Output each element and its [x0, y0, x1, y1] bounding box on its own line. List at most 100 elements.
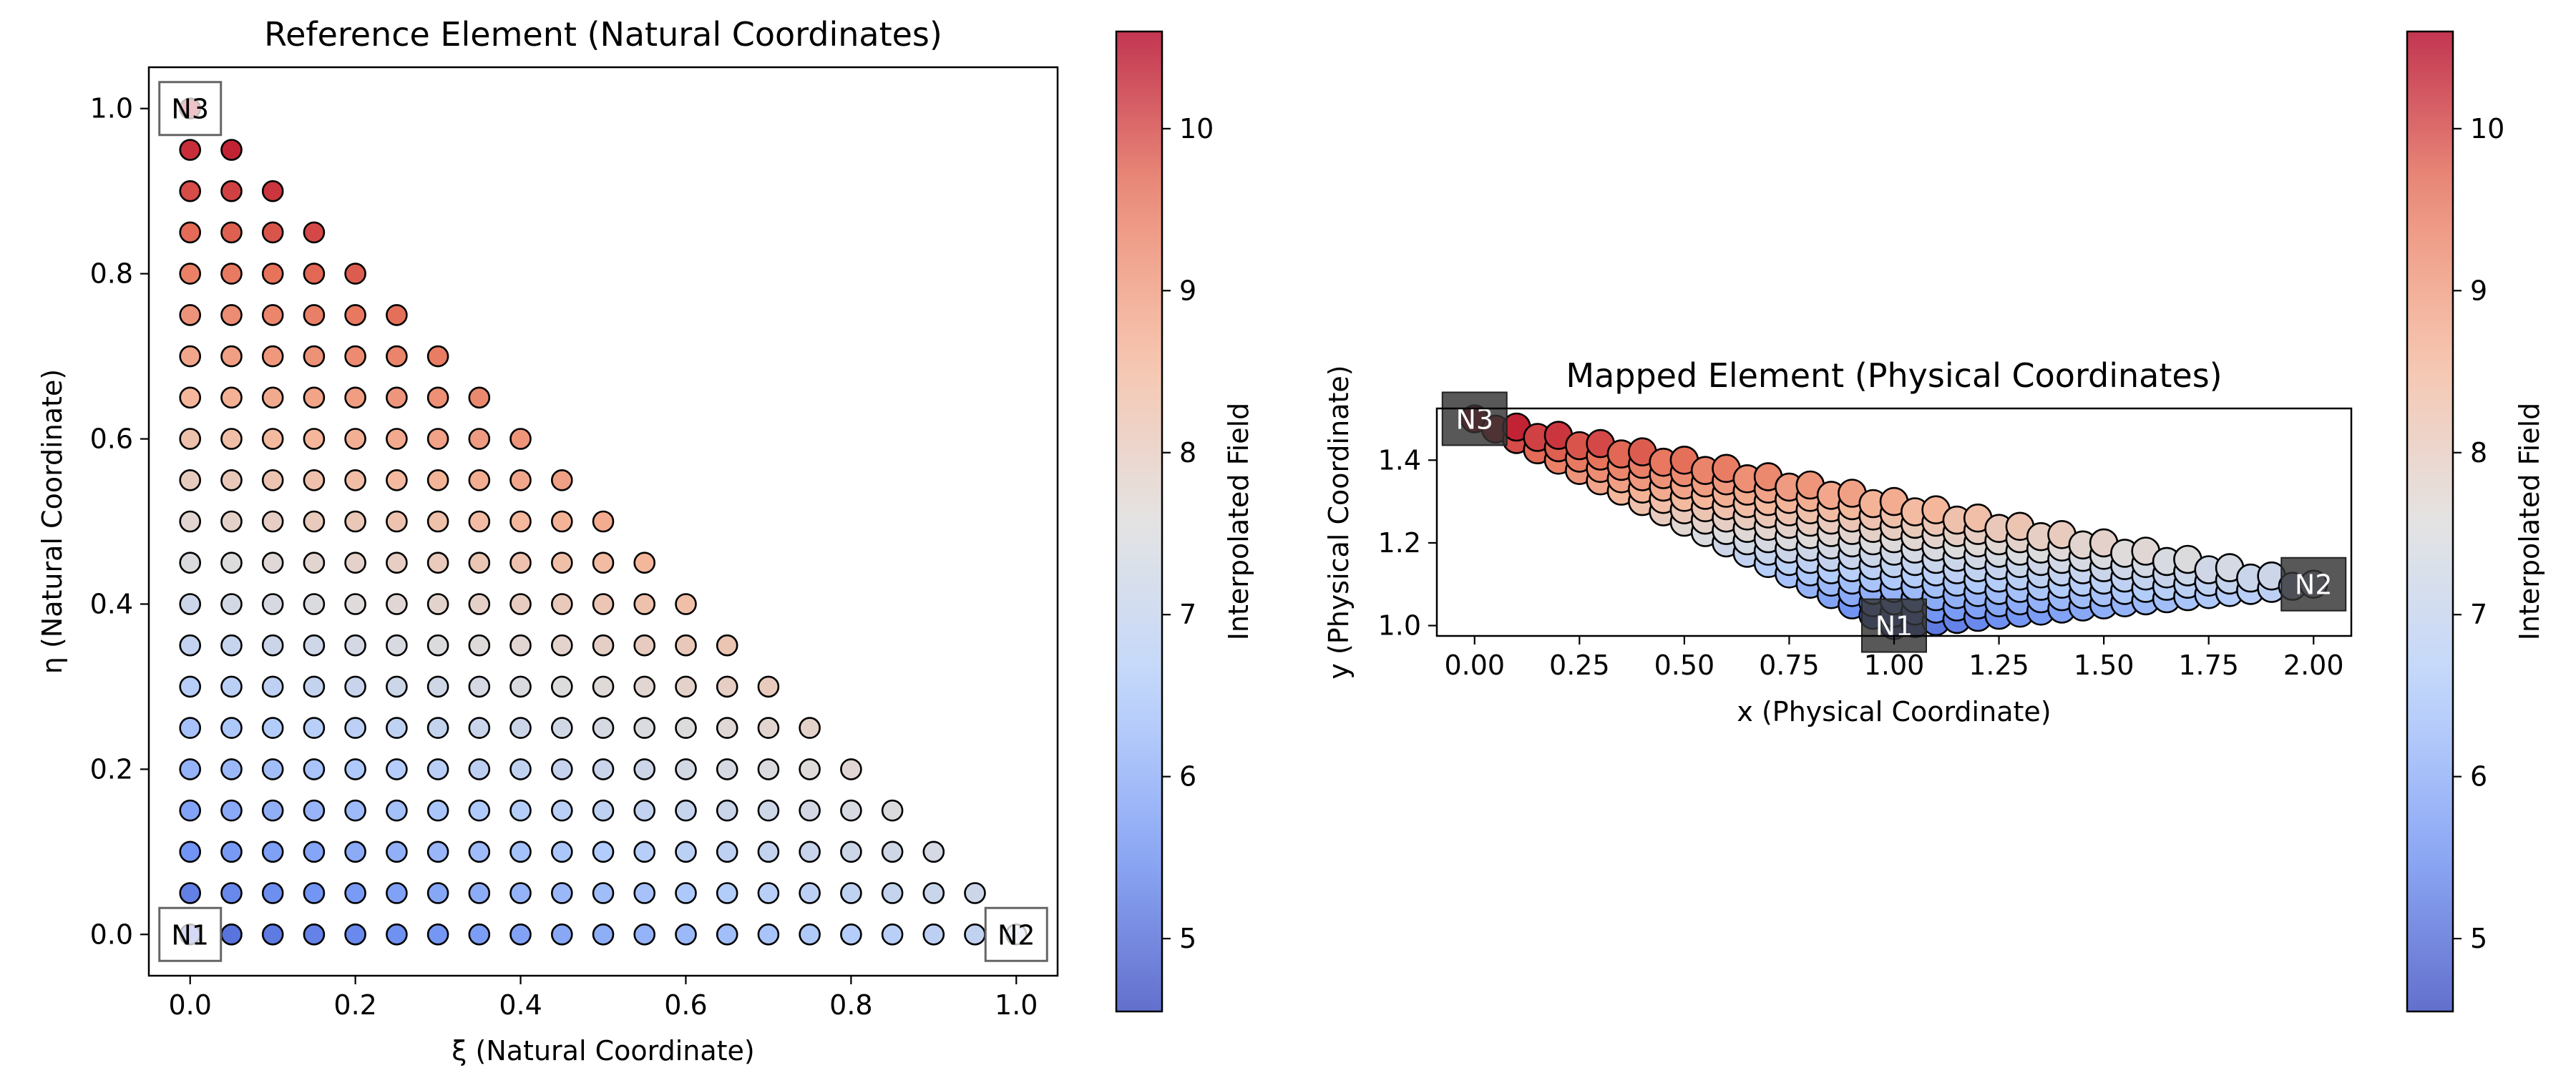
- data-point: [344, 675, 366, 698]
- node-label-box: [158, 906, 223, 962]
- data-point: [261, 593, 284, 615]
- data-point: [922, 923, 945, 946]
- data-point: [344, 386, 366, 409]
- data-point: [468, 552, 491, 574]
- data-point: [179, 386, 202, 409]
- axes-frame: [147, 66, 1059, 977]
- data-point: [509, 799, 532, 822]
- data-point: [592, 758, 615, 780]
- data-point: [592, 841, 615, 863]
- data-point: [344, 345, 366, 368]
- data-point: [757, 758, 780, 780]
- data-point: [757, 841, 780, 863]
- data-point: [220, 799, 243, 822]
- data-point: [468, 634, 491, 657]
- data-point: [592, 799, 615, 822]
- data-point: [550, 882, 573, 904]
- y-tick-label: 0.4: [90, 588, 133, 619]
- data-point: [633, 923, 656, 946]
- data-point: [675, 923, 697, 946]
- data-point: [303, 593, 326, 615]
- data-point: [799, 841, 821, 863]
- data-point: [426, 717, 449, 739]
- y-tick-label: 0.2: [90, 753, 133, 785]
- data-point: [881, 923, 904, 946]
- data-point: [261, 428, 284, 450]
- data-point: [303, 469, 326, 491]
- y-tick-label: 1.2: [1378, 527, 1421, 559]
- data-point: [426, 675, 449, 698]
- data-point: [840, 882, 862, 904]
- data-point: [509, 841, 532, 863]
- data-point: [261, 263, 284, 285]
- data-point: [675, 799, 697, 822]
- data-point: [675, 717, 697, 739]
- data-point: [344, 263, 366, 285]
- x-tick-label: 1.0: [995, 989, 1038, 1021]
- data-point: [386, 386, 408, 409]
- x-tick-label: 0.50: [1654, 650, 1715, 681]
- data-point: [386, 510, 408, 533]
- data-point: [592, 510, 615, 533]
- x-tick-label: 1.00: [1864, 650, 1925, 681]
- node-label-box: [158, 81, 223, 137]
- node-label: N2: [2295, 569, 2333, 601]
- data-point: [675, 841, 697, 863]
- data-point: [716, 634, 738, 657]
- data-point: [303, 717, 326, 739]
- data-point: [386, 634, 408, 657]
- data-point: [550, 923, 573, 946]
- data-point: [220, 675, 243, 698]
- data-point: [799, 882, 821, 904]
- data-point: [220, 593, 243, 615]
- data-point: [179, 634, 202, 657]
- data-point: [468, 510, 491, 533]
- data-point: [757, 675, 780, 698]
- data-point: [675, 593, 697, 615]
- data-point: [386, 799, 408, 822]
- data-point: [468, 758, 491, 780]
- x-tick-label: 0.4: [499, 989, 542, 1021]
- data-point: [261, 717, 284, 739]
- data-point: [550, 799, 573, 822]
- x-tick-label: 1.50: [2074, 650, 2135, 681]
- data-point: [757, 882, 780, 904]
- data-point: [220, 469, 243, 491]
- data-point: [261, 882, 284, 904]
- data-point: [220, 263, 243, 285]
- data-point: [633, 758, 656, 780]
- data-point: [675, 882, 697, 904]
- data-point: [550, 552, 573, 574]
- colorbar-tick-label: 5: [2470, 923, 2487, 954]
- data-point: [592, 717, 615, 739]
- data-point: [303, 428, 326, 450]
- data-point: [840, 758, 862, 780]
- data-point: [344, 304, 366, 326]
- data-point: [468, 469, 491, 491]
- data-point: [386, 428, 408, 450]
- data-point: [468, 717, 491, 739]
- data-point: [468, 428, 491, 450]
- data-point: [757, 717, 780, 739]
- data-point: [179, 841, 202, 863]
- data-point: [220, 717, 243, 739]
- data-point: [179, 469, 202, 491]
- x-axis-label: ξ (Natural Coordinate): [452, 1035, 754, 1067]
- data-point: [179, 304, 202, 326]
- data-point: [261, 469, 284, 491]
- data-point: [633, 841, 656, 863]
- y-axis-label: y (Physical Coordinate): [1323, 365, 1355, 679]
- data-point: [344, 552, 366, 574]
- data-point: [261, 923, 284, 946]
- data-point: [468, 882, 491, 904]
- chart-title: Mapped Element (Physical Coordinates): [1566, 356, 2222, 395]
- data-point: [592, 593, 615, 615]
- data-point: [220, 428, 243, 450]
- data-point: [303, 221, 326, 244]
- data-point: [220, 345, 243, 368]
- data-point: [840, 799, 862, 822]
- data-point: [716, 675, 738, 698]
- data-point: [716, 841, 738, 863]
- data-point: [220, 841, 243, 863]
- data-point: [344, 758, 366, 780]
